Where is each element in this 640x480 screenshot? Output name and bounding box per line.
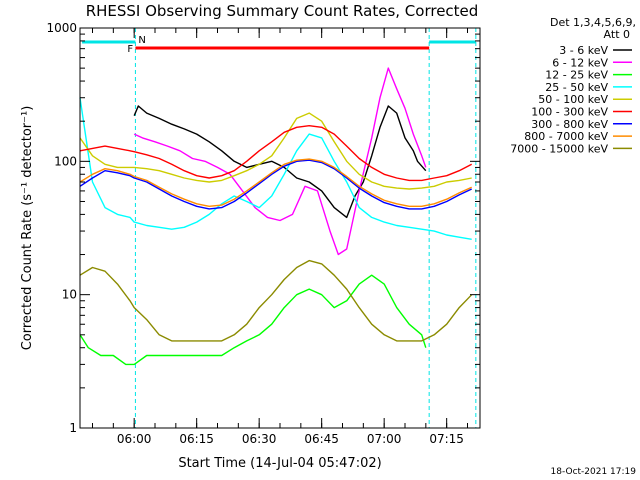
- legend-entry-label: 300 - 800 keV: [531, 118, 608, 131]
- legend-entry-label: 100 - 300 keV: [531, 106, 608, 119]
- y-tick-label: 100: [54, 154, 77, 168]
- legend-entry-label: 12 - 25 keV: [545, 69, 608, 82]
- series-line: [79, 97, 472, 240]
- x-tick-label: 07:00: [367, 432, 402, 446]
- plot-frame: [79, 27, 481, 429]
- chart-title: RHESSI Observing Summary Count Rates, Co…: [86, 2, 479, 20]
- series-line: [133, 105, 427, 219]
- flag-label: N: [138, 35, 145, 46]
- series-line: [79, 159, 472, 210]
- legend-header-line2: Att 0: [604, 28, 630, 41]
- x-tick-label: 06:30: [242, 432, 277, 446]
- plot-area: FN: [79, 28, 477, 428]
- x-tick-label: 06:15: [179, 432, 214, 446]
- legend-entry-label: 800 - 7000 keV: [524, 130, 608, 143]
- x-tick-label: 06:45: [304, 432, 339, 446]
- legend-entry-label: 50 - 100 keV: [538, 93, 608, 106]
- legend-entry-label: 7000 - 15000 keV: [510, 142, 608, 155]
- legend-entry-label: 25 - 50 keV: [545, 81, 608, 94]
- series-line: [79, 158, 472, 208]
- legend-entry-label: 6 - 12 keV: [552, 56, 608, 69]
- footer-timestamp: 18-Oct-2021 17:19: [551, 467, 637, 477]
- series-line: [79, 259, 473, 342]
- y-axis-label: Corrected Count Rate (s⁻¹ detector⁻¹): [20, 106, 35, 351]
- y-axis: 1 10 100 1000: [46, 21, 480, 435]
- x-axis: 06:00 06:15 06:30 06:45 07:00 07:15: [92, 28, 468, 446]
- x-axis-label: Start Time (14-Jul-04 05:47:02): [178, 456, 381, 471]
- y-tick-label: 1000: [46, 21, 77, 35]
- legend-entry-label: 3 - 6 keV: [559, 44, 608, 57]
- flag-label: F: [127, 44, 133, 55]
- legend-header-line1: Det 1,3,4,5,6,9,: [550, 16, 636, 29]
- y-tick-label: 1: [69, 421, 77, 435]
- y-tick-label: 10: [62, 288, 77, 302]
- x-tick-label: 07:15: [429, 432, 464, 446]
- series-line: [79, 112, 472, 190]
- series-line: [133, 67, 427, 256]
- series-line: [79, 274, 427, 366]
- x-tick-label: 06:00: [117, 432, 152, 446]
- series-line: [79, 124, 473, 182]
